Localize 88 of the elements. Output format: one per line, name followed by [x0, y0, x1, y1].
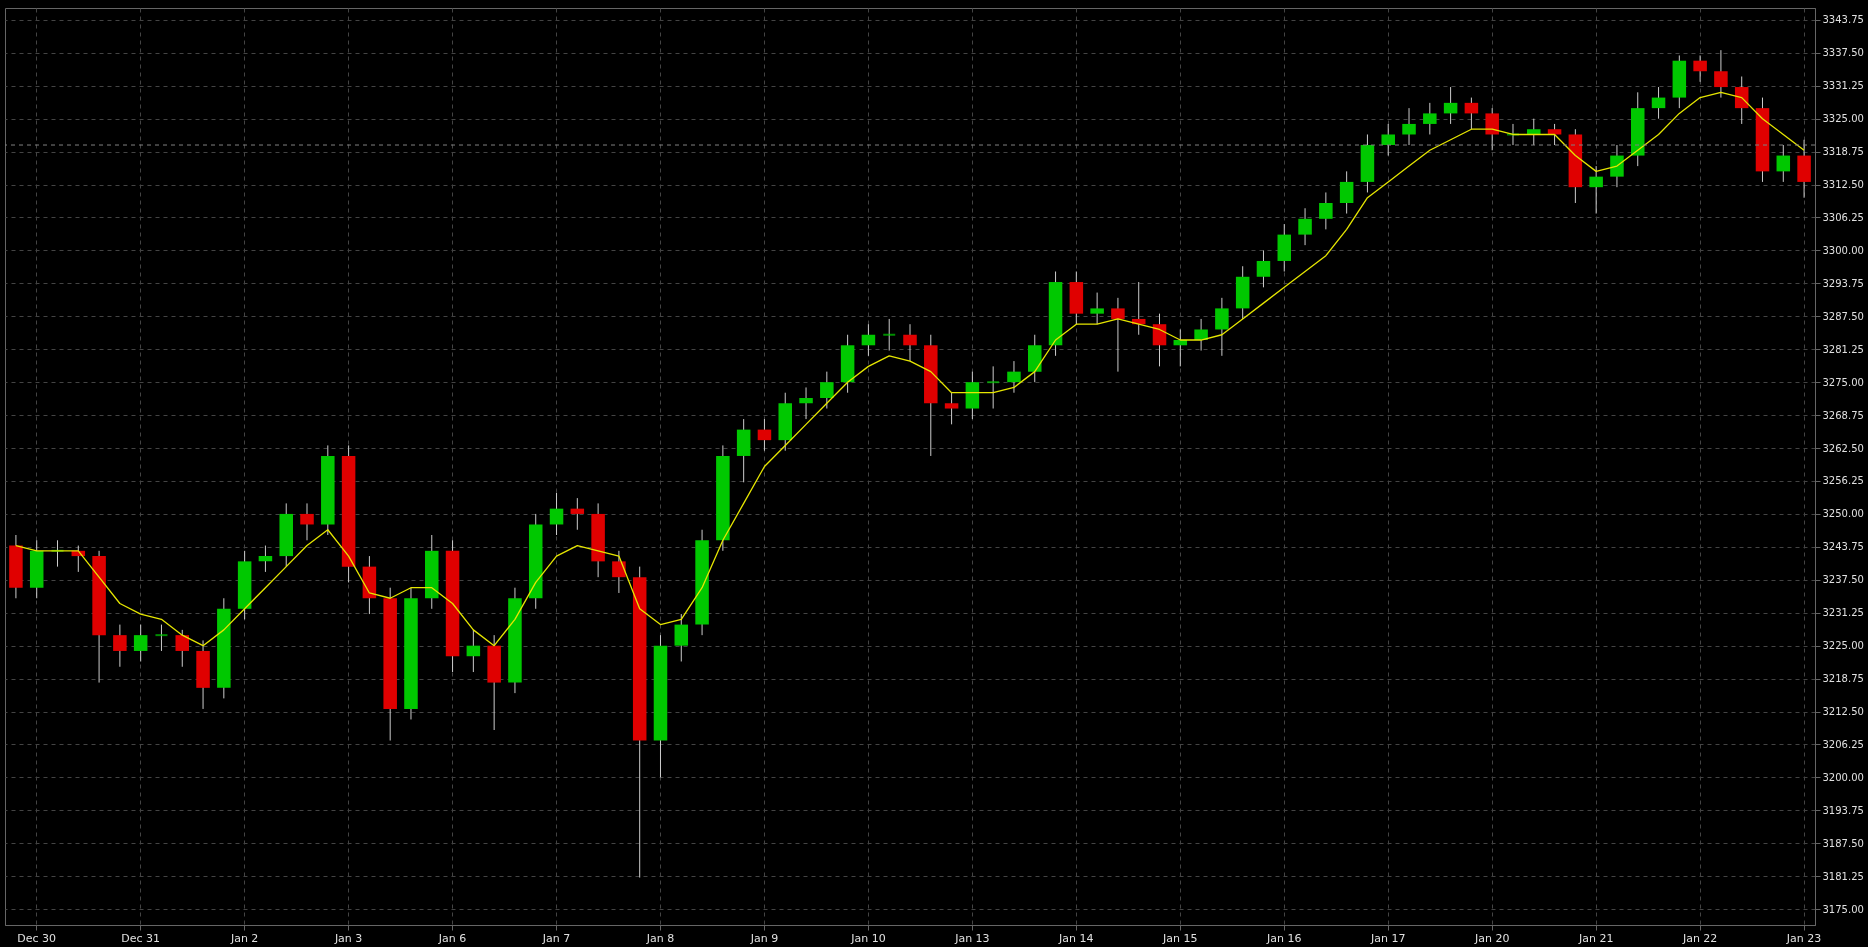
- candlestick: [799, 386, 813, 420]
- x-tick-label: Jan 3: [333, 931, 363, 945]
- candlestick: [1381, 123, 1395, 157]
- candlestick: [1464, 97, 1479, 130]
- x-tick-label: Jan 15: [1162, 931, 1198, 945]
- x-tick-label: Jan 2: [229, 931, 259, 945]
- y-tick-label: 3325.00: [1822, 113, 1864, 125]
- candlestick: [1589, 165, 1603, 215]
- y-tick-label: 3318.75: [1822, 146, 1864, 158]
- y-tick-label: 3206.25: [1822, 739, 1864, 750]
- y-tick-label: 3193.75: [1822, 804, 1864, 816]
- y-tick-label: 3306.25: [1822, 211, 1864, 223]
- y-tick-label: 3200.00: [1822, 771, 1864, 783]
- y-tick-label: 3218.75: [1822, 673, 1864, 685]
- candlestick: [570, 497, 585, 531]
- x-tick-label: Dec 31: [121, 931, 161, 945]
- y-tick-label: 3343.75: [1822, 14, 1864, 26]
- candlestick: [1693, 54, 1707, 83]
- x-tick-label: Jan 14: [1058, 931, 1094, 945]
- candlestick: [258, 545, 273, 573]
- y-tick-label: 3225.00: [1822, 640, 1864, 652]
- candlestick: [1319, 191, 1333, 230]
- y-tick-label: 3187.50: [1822, 837, 1864, 849]
- candlestick: [1215, 297, 1229, 357]
- x-tick-label: Jan 7: [541, 931, 571, 945]
- candlestick: [1547, 123, 1562, 146]
- candlestick: [1443, 86, 1458, 125]
- y-tick-label: 3312.50: [1822, 179, 1864, 191]
- candlestick: [1111, 297, 1125, 373]
- candlestick: [113, 624, 127, 668]
- x-tick-label: Jan 20: [1473, 931, 1510, 945]
- y-tick-label: 3287.50: [1822, 310, 1864, 322]
- x-tick-label: Jan 10: [850, 931, 886, 945]
- candlestick: [820, 371, 834, 410]
- candlestick: [549, 492, 564, 536]
- y-tick-label: 3268.75: [1822, 409, 1864, 421]
- y-tick-label: 3181.25: [1822, 870, 1864, 882]
- candlestick: [133, 624, 148, 662]
- y-tick-label: 3337.50: [1822, 47, 1864, 59]
- candlestick: [612, 550, 626, 594]
- x-tick-label: Jan 22: [1681, 931, 1718, 945]
- candlestick: [1256, 249, 1271, 288]
- candlestick: [987, 365, 1000, 410]
- y-tick-label: 3250.00: [1822, 508, 1864, 520]
- y-tick-label: 3275.00: [1822, 376, 1864, 388]
- y-tick-label: 3212.50: [1822, 706, 1864, 718]
- candlestick: [903, 323, 917, 362]
- y-tick-label: 3262.50: [1822, 442, 1864, 454]
- candlestick: [1651, 86, 1666, 120]
- candlestick: [1734, 76, 1749, 125]
- x-tick-label: Jan 16: [1266, 931, 1302, 945]
- candlestick: [1090, 292, 1104, 325]
- candlestick: [861, 323, 876, 357]
- x-tick-label: Jan 13: [954, 931, 990, 945]
- candlestick: [1339, 170, 1354, 215]
- candlestick: [883, 318, 896, 352]
- y-tick-label: 3231.25: [1822, 607, 1864, 619]
- candlestick: [757, 418, 772, 452]
- candlestick: [944, 392, 959, 425]
- candlestick: [300, 502, 314, 541]
- y-tick-label: 3300.00: [1822, 244, 1864, 256]
- candlestick: [155, 624, 168, 652]
- candlestick: [1298, 207, 1312, 246]
- y-tick-label: 3293.75: [1822, 277, 1864, 289]
- candlestick: [1610, 144, 1624, 188]
- candlestick: [1776, 144, 1791, 183]
- y-tick-label: 3331.25: [1822, 80, 1864, 92]
- x-tick-label: Jan 17: [1370, 931, 1406, 945]
- candlestick: [674, 613, 689, 662]
- candlestick: [1007, 360, 1021, 394]
- y-tick-label: 3175.00: [1822, 903, 1864, 915]
- x-tick-label: Jan 6: [437, 931, 467, 945]
- x-tick-label: Dec 30: [17, 931, 57, 945]
- candlestick: [1194, 318, 1208, 352]
- candlestick: [1402, 107, 1416, 146]
- y-tick-label: 3256.25: [1822, 475, 1864, 487]
- y-tick-label: 3243.75: [1822, 541, 1864, 553]
- candlestick: [1714, 49, 1728, 99]
- x-tick-label: Jan 8: [645, 931, 675, 945]
- candlestick: [1485, 107, 1499, 151]
- x-tick-label: Jan 21: [1577, 931, 1614, 945]
- x-tick-label: Jan 23: [1785, 931, 1822, 945]
- candlestick: [1423, 102, 1437, 135]
- y-tick-label: 3237.50: [1822, 574, 1864, 586]
- candlestick: [175, 629, 190, 668]
- x-tick-label: Jan 9: [749, 931, 779, 945]
- y-tick-label: 3281.25: [1822, 343, 1864, 355]
- candlestick: [466, 629, 481, 673]
